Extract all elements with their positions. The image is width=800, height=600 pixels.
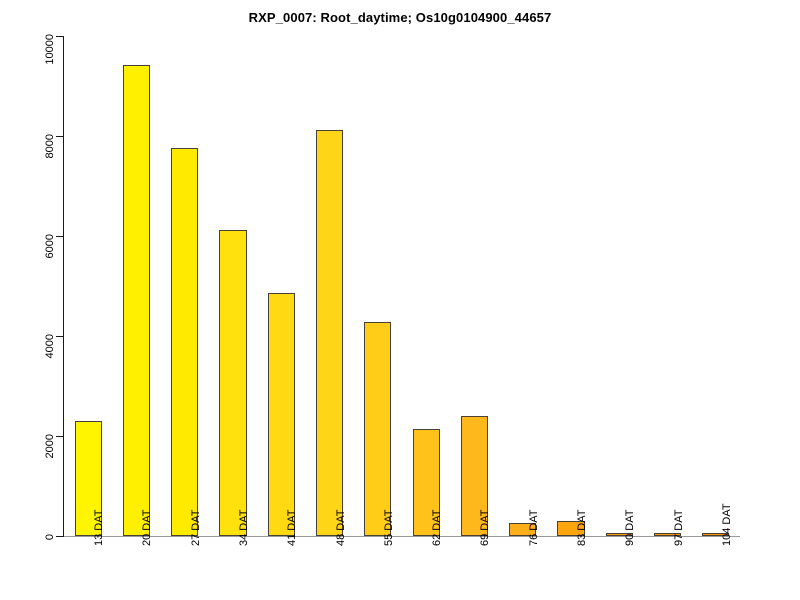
x-axis-tick-label: 97 DAT	[672, 509, 685, 546]
x-axis-tick-label: 90 DAT	[624, 509, 637, 546]
y-axis-tick-label: 2000	[44, 434, 56, 459]
y-axis-tick	[56, 236, 63, 237]
x-axis-tick-label: 20 DAT	[141, 509, 154, 546]
y-axis-tick	[56, 336, 63, 337]
x-axis-tick-label: 69 DAT	[479, 509, 492, 546]
y-axis-line	[63, 36, 64, 537]
x-axis-tick-label: 48 DAT	[334, 509, 347, 546]
y-axis-tick	[56, 136, 63, 137]
bar	[267, 293, 295, 536]
x-axis-tick-label: 62 DAT	[431, 509, 444, 546]
bar	[219, 229, 247, 536]
y-axis-tick-label: 4000	[44, 334, 56, 359]
bar	[171, 148, 199, 536]
bar	[509, 522, 537, 536]
y-axis-tick-label: 8000	[44, 134, 56, 159]
x-axis-tick-label: 13 DAT	[93, 509, 106, 546]
bar	[557, 521, 585, 536]
y-axis-tick	[56, 36, 63, 37]
x-axis-tick-label: 41 DAT	[286, 509, 299, 546]
bar	[654, 533, 682, 536]
x-axis-tick-label: 104 DAT	[720, 503, 733, 546]
bar	[122, 64, 150, 536]
y-axis-tick-label: 0	[44, 534, 56, 541]
x-axis-tick-label: 34 DAT	[238, 509, 250, 546]
bar	[460, 415, 488, 536]
bar	[605, 533, 633, 536]
bar	[702, 533, 730, 536]
x-axis-tick-label: 27 DAT	[189, 509, 202, 546]
bar	[316, 129, 344, 536]
y-axis-tick-label: 10000	[44, 34, 56, 65]
bar	[74, 420, 102, 536]
x-axis-tick-label: 83 DAT	[576, 509, 588, 546]
x-axis-line	[64, 536, 740, 537]
y-axis-tick	[56, 536, 63, 537]
bar	[412, 429, 440, 536]
y-axis-tick-label: 6000	[44, 234, 56, 259]
x-axis-tick-label: 55 DAT	[382, 509, 395, 546]
y-axis-tick	[56, 436, 63, 437]
x-axis-tick-label: 76 DAT	[527, 509, 540, 546]
bar	[364, 321, 392, 536]
chart-title: RXP_0007: Root_daytime; Os10g0104900_446…	[248, 10, 552, 25]
